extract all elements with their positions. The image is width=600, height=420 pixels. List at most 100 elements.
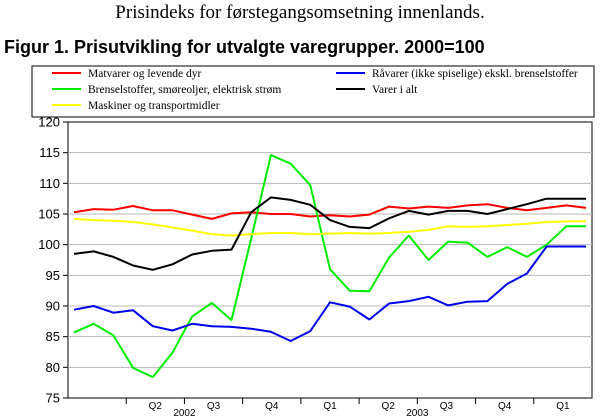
data-point: [329, 219, 331, 221]
data-point: [231, 212, 233, 214]
data-point: [565, 220, 567, 222]
page-supertitle: Prisindeks for førstegangsomsetning inne…: [115, 2, 485, 23]
plot-area: [67, 121, 593, 399]
legend-label: Matvarer og levende dyr: [88, 68, 202, 80]
data-point: [152, 209, 154, 211]
data-point: [368, 290, 370, 292]
data-point: [171, 352, 173, 354]
data-point: [526, 272, 528, 274]
data-point: [388, 217, 390, 219]
data-point: [388, 206, 390, 208]
data-point: [447, 304, 449, 306]
data-point: [73, 218, 75, 220]
y-tick-label: 80: [46, 360, 60, 375]
data-point: [408, 231, 410, 233]
x-quarter-label: Q4: [498, 401, 512, 412]
y-tick-label: 90: [46, 299, 60, 314]
data-point: [191, 323, 193, 325]
data-point: [585, 246, 587, 248]
data-point: [93, 250, 95, 252]
data-point: [309, 233, 311, 235]
data-point: [565, 225, 567, 227]
data-point: [231, 319, 233, 321]
x-quarter-label: Q3: [207, 401, 221, 412]
data-point: [368, 227, 370, 229]
data-point: [191, 214, 193, 216]
series-line-3: [73, 217, 586, 237]
y-tick-label: 95: [46, 268, 60, 283]
data-point: [171, 330, 173, 332]
y-tick-label: 120: [38, 115, 60, 130]
data-point: [73, 211, 75, 213]
y-tick-label: 100: [38, 237, 60, 252]
data-point: [112, 209, 114, 211]
data-point: [467, 204, 469, 206]
data-point: [585, 225, 587, 227]
data-point: [132, 265, 134, 267]
data-point: [290, 163, 292, 165]
data-point: [329, 268, 331, 270]
legend: Matvarer og levende dyr Brenselstoffer, s…: [52, 67, 578, 112]
data-point: [467, 301, 469, 303]
data-point: [211, 325, 213, 327]
data-point: [565, 204, 567, 206]
data-point: [349, 232, 351, 234]
data-point: [447, 210, 449, 212]
data-point: [250, 233, 252, 235]
data-point: [546, 246, 548, 248]
data-point: [191, 230, 193, 232]
data-point: [467, 226, 469, 228]
data-point: [132, 221, 134, 223]
data-point: [388, 303, 390, 305]
data-point: [506, 224, 508, 226]
x-quarter-label: Q2: [149, 401, 163, 412]
data-point: [368, 214, 370, 216]
data-point: [211, 233, 213, 235]
data-point: [388, 257, 390, 259]
data-point: [427, 229, 429, 231]
data-point: [73, 309, 75, 311]
series-line-1: [73, 203, 587, 220]
x-quarter-label: Q1: [556, 401, 570, 412]
series-line-4: [73, 245, 586, 342]
x-year-label: 2003: [406, 408, 429, 419]
data-point: [290, 232, 292, 234]
data-point: [526, 223, 528, 225]
data-point: [132, 205, 134, 207]
data-point: [152, 376, 154, 378]
data-point: [506, 246, 508, 248]
data-point: [506, 283, 508, 285]
data-point: [112, 220, 114, 222]
data-point: [171, 263, 173, 265]
data-point: [309, 204, 311, 206]
data-point: [487, 213, 489, 215]
series-lines: [73, 154, 587, 379]
data-point: [309, 330, 311, 332]
data-point: [231, 234, 233, 236]
data-point: [427, 296, 429, 298]
x-quarter-label: Q3: [440, 401, 454, 412]
data-point: [368, 233, 370, 235]
gridlines: [68, 152, 592, 368]
data-point: [132, 367, 134, 369]
data-point: [290, 340, 292, 342]
data-point: [408, 210, 410, 212]
data-point: [132, 309, 134, 311]
x-quarter-label: Q1: [323, 401, 337, 412]
data-point: [270, 331, 272, 333]
data-point: [546, 244, 548, 246]
data-point: [506, 208, 508, 210]
x-year-label: 2002: [173, 408, 196, 419]
data-point: [467, 242, 469, 244]
data-point: [447, 241, 449, 243]
data-point: [171, 209, 173, 211]
data-point: [546, 207, 548, 209]
data-point: [152, 325, 154, 327]
data-point: [585, 207, 587, 209]
data-point: [211, 302, 213, 304]
x-quarter-label: Q4: [265, 401, 279, 412]
y-tick-label: 115: [39, 145, 60, 160]
data-point: [270, 232, 272, 234]
data-point: [211, 250, 213, 252]
